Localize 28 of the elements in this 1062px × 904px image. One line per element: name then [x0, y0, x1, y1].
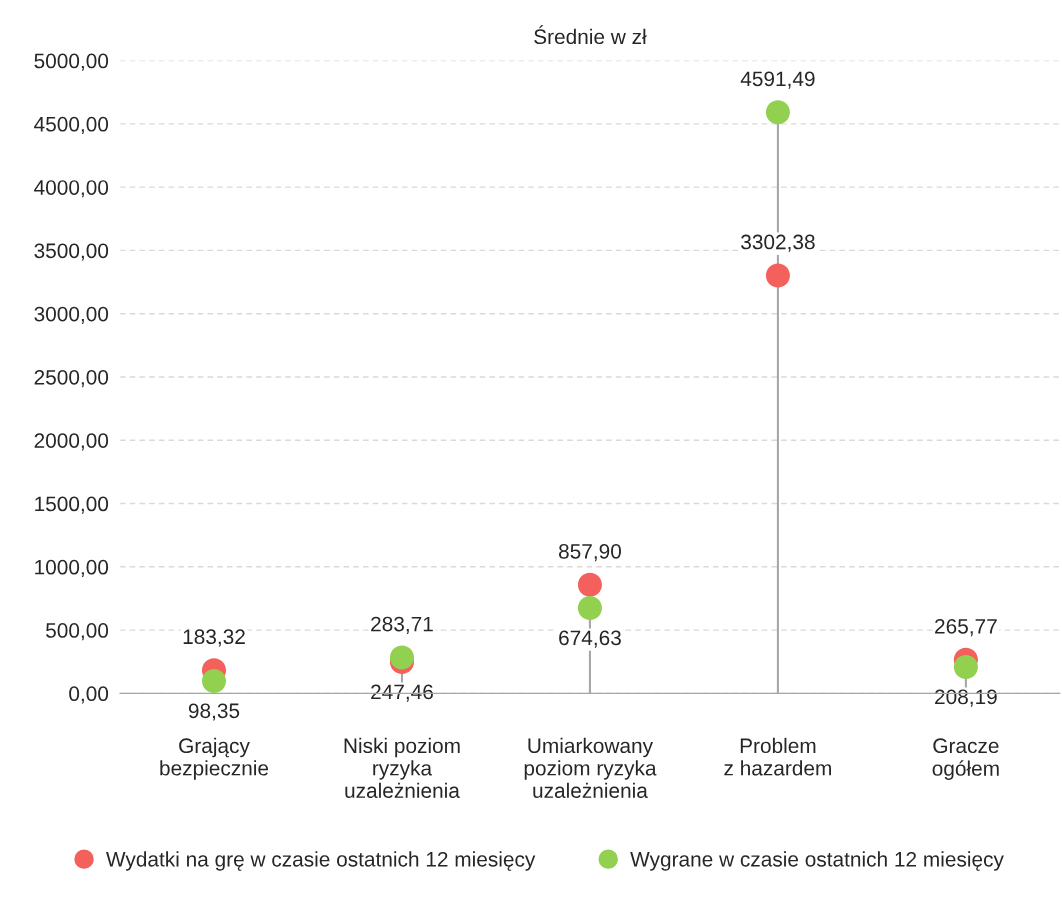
data-label: 183,32 — [183, 629, 245, 647]
y-tick-label: 4500,00 — [34, 116, 109, 135]
chart-title: Średnie w zł — [534, 25, 647, 45]
y-tick-label: 1000,00 — [35, 559, 109, 578]
data-label: 283,71 — [371, 616, 433, 634]
y-tick-label: 2500,00 — [34, 369, 109, 388]
legend-label: Wygrane w czasie ostatnich 12 miesięcy — [630, 851, 1004, 871]
x-tick-label: Grający bezpiecznie — [160, 737, 269, 780]
y-tick-label: 1500,00 — [35, 496, 109, 514]
data-label: 208,19 — [935, 689, 997, 707]
y-tick-label: 3500,00 — [34, 243, 109, 261]
x-tick-label: Niski poziom ryzyka uzależnienia — [344, 737, 460, 798]
legend-label: Wydatki na grę w czasie ostatnich 12 miesięcy — [106, 851, 536, 871]
x-tick-label: Umiarkowany poziom ryzyka uzależnienia — [524, 737, 657, 798]
y-tick-label: 5000,00 — [34, 53, 109, 71]
x-tick-label: Gracze ogółem — [932, 738, 999, 780]
y-tick-label: 500,00 — [46, 623, 109, 641]
data-label: 674,63 — [559, 630, 621, 648]
y-tick-label: 2000,00 — [34, 433, 109, 451]
data-label: 265,77 — [935, 618, 997, 637]
y-tick-label: 0,00 — [69, 686, 109, 704]
y-tick-label: 3000,00 — [34, 306, 109, 324]
data-label: 857,90 — [558, 543, 621, 562]
y-tick-label: 4000,00 — [34, 180, 109, 198]
x-tick-label: Problem z hazardem — [724, 737, 831, 776]
data-label: 4591,49 — [740, 71, 815, 89]
data-label: 3302,38 — [741, 234, 815, 252]
data-label: 98,35 — [188, 703, 240, 721]
